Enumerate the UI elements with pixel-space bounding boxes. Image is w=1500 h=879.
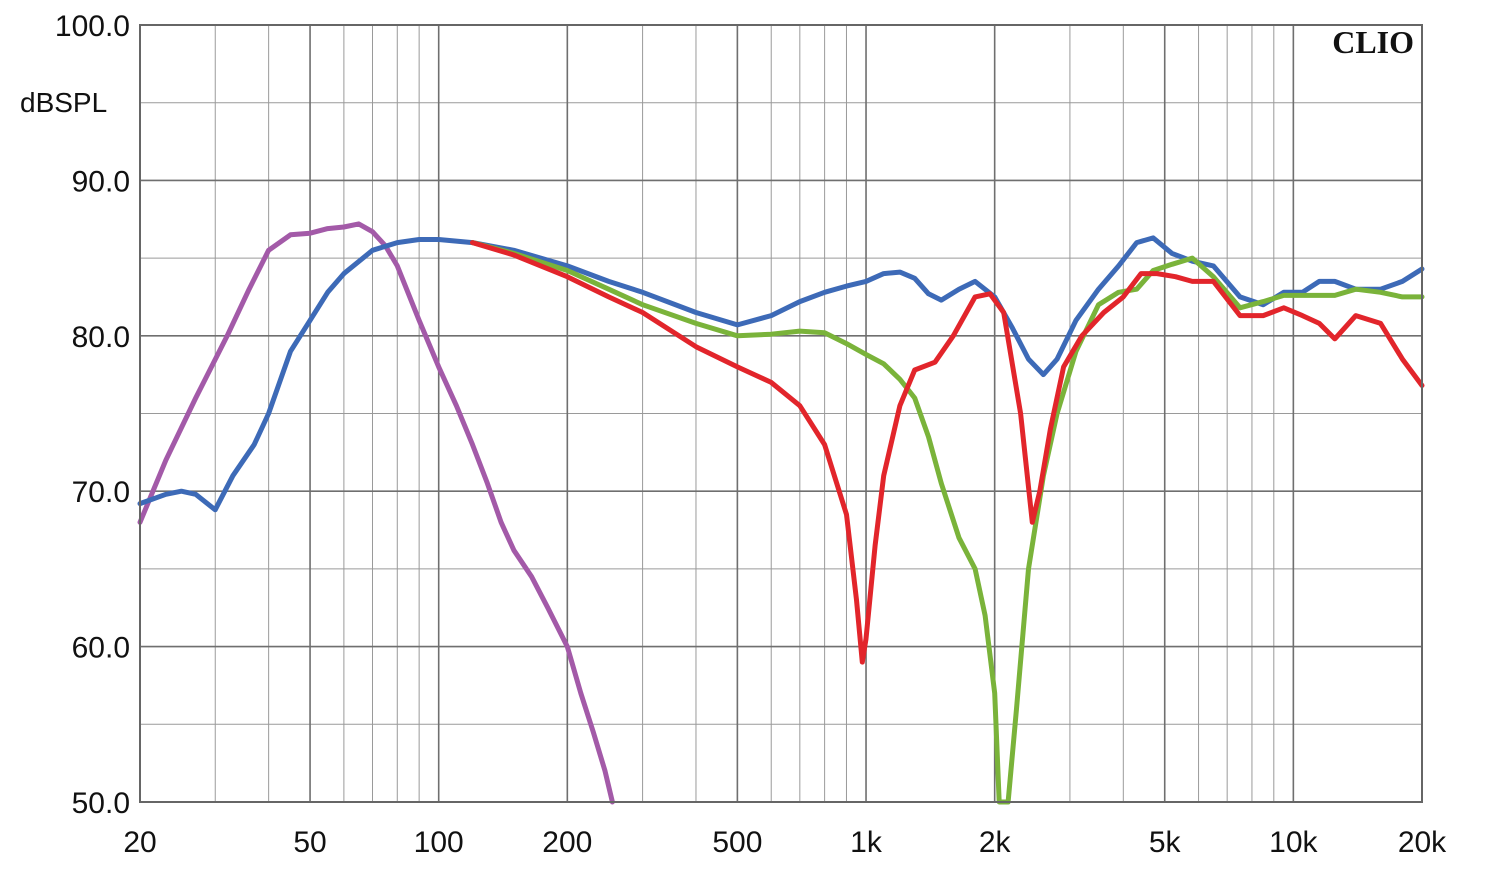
- y-tick-label: 80.0: [72, 321, 130, 354]
- clio-brand-label: CLIO: [1332, 24, 1414, 60]
- x-tick-label: 1k: [850, 826, 883, 859]
- y-tick-label: 100.0: [55, 10, 130, 43]
- y-tick-label: 60.0: [72, 632, 130, 665]
- series-line-4: [470, 240, 1425, 665]
- x-tick-label: 5k: [1149, 826, 1182, 859]
- y-axis-unit-label: dBSPL: [20, 87, 107, 118]
- x-tick-label: 10k: [1269, 826, 1318, 859]
- y-tick-label: 50.0: [72, 787, 130, 820]
- x-tick-label: 20k: [1398, 826, 1447, 859]
- series-line-1: [137, 221, 615, 805]
- x-tick-label: 200: [542, 826, 592, 859]
- series-line-2: [137, 235, 1425, 513]
- x-tick-labels: 20 50 100 200 500 1k 2k 5k 10k 20k: [123, 826, 1447, 859]
- grid-major: [140, 25, 1422, 802]
- y-tick-labels: 100.0 90.0 80.0 70.0 60.0 50.0: [55, 10, 130, 820]
- x-tick-label: 20: [123, 826, 156, 859]
- x-tick-label: 50: [293, 826, 326, 859]
- plot-frame: [139, 24, 1423, 803]
- y-tick-label: 90.0: [72, 165, 130, 198]
- x-tick-label: 100: [414, 826, 464, 859]
- x-tick-label: 2k: [979, 826, 1012, 859]
- y-tick-label: 70.0: [72, 476, 130, 509]
- x-tick-label: 500: [712, 826, 762, 859]
